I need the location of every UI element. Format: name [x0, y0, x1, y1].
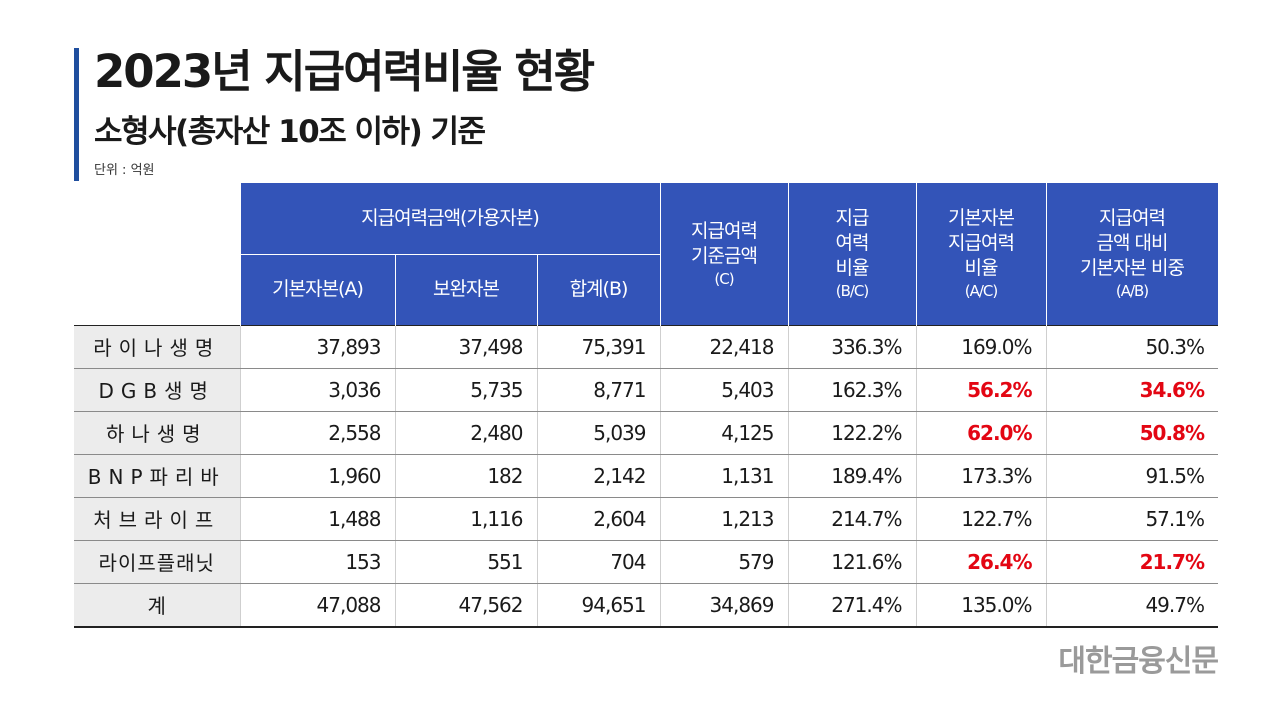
basic-ratio-value: 173.3% — [915, 454, 1046, 498]
basic-ratio-value: 26.4% — [915, 540, 1046, 584]
table-row: BNP파리바 1,960 182 2,142 1,131 189.4% 173.… — [74, 454, 1218, 498]
header-share-line1: 지급여력 — [1099, 207, 1166, 230]
header-share-sub: (A/B) — [1115, 282, 1149, 301]
table-row-total: 계 47,088 47,562 94,651 34,869 271.4% 135… — [74, 583, 1218, 628]
header-available-capital: 지급여력금액(가용자본) — [239, 183, 661, 254]
basic-share-value: 21.7% — [1045, 540, 1218, 584]
company-name: DGB생명 — [74, 368, 240, 412]
supplementary-capital-value: 551 — [394, 540, 537, 584]
required-amount-value: 4,125 — [659, 411, 788, 455]
header-basic-capital: 기본자본(A) — [239, 253, 396, 325]
header-required-sub: (C) — [714, 269, 734, 288]
total-label: 계 — [74, 583, 240, 628]
basic-share-value: 50.8% — [1045, 411, 1218, 455]
solvency-ratio-value: 214.7% — [787, 497, 916, 541]
solvency-ratio-value: 189.4% — [787, 454, 916, 498]
solvency-ratio-value: 336.3% — [787, 324, 916, 369]
basic-share-value: 50.3% — [1045, 324, 1218, 369]
title-accent-bar — [74, 48, 79, 181]
basic-capital-value: 37,893 — [239, 324, 395, 369]
supplementary-capital-value: 2,480 — [394, 411, 537, 455]
basic-capital-value: 2,558 — [239, 411, 395, 455]
table-row: 라이프플래닛 153 551 704 579 121.6% 26.4% 21.7… — [74, 540, 1218, 584]
required-amount-value: 1,213 — [659, 497, 788, 541]
basic-ratio-value: 169.0% — [915, 324, 1046, 369]
basic-capital-value: 3,036 — [239, 368, 395, 412]
corner-cell — [74, 183, 241, 325]
company-name: 하나생명 — [74, 411, 240, 455]
supplementary-capital-value: 37,498 — [394, 324, 537, 369]
basic-ratio-value: 135.0% — [915, 583, 1046, 628]
solvency-ratio-value: 121.6% — [787, 540, 916, 584]
solvency-ratio-value: 271.4% — [787, 583, 916, 628]
basic-share-value: 49.7% — [1045, 583, 1218, 628]
header-solvency-ratio: 지급 여력 비율 (B/C) — [787, 183, 917, 325]
basic-capital-value: 153 — [239, 540, 395, 584]
total-value: 2,604 — [536, 497, 660, 541]
solvency-ratio-value: 162.3% — [787, 368, 916, 412]
basic-capital-value: 1,960 — [239, 454, 395, 498]
basic-share-value: 57.1% — [1045, 497, 1218, 541]
publisher-logo: 대한금융신문 — [1058, 644, 1219, 679]
solvency-table: 지급여력금액(가용자본) 지급여력 기준금액 (C) 지급 여력 비율 (B/C… — [74, 183, 1219, 628]
header-ratio-line3: 비율 — [835, 257, 870, 280]
header-basic-capital-ratio: 기본자본 지급여력 비율 (A/C) — [915, 183, 1047, 325]
basic-ratio-value: 122.7% — [915, 497, 1046, 541]
page-subtitle: 소형사(총자산 10조 이하) 기준 — [94, 114, 486, 150]
header-required-amount: 지급여력 기준금액 (C) — [659, 183, 789, 325]
required-amount-value: 579 — [659, 540, 788, 584]
header-basic-capital-share: 지급여력 금액 대비 기본자본 비중 (A/B) — [1045, 183, 1219, 325]
header-ratio-sub: (B/C) — [835, 282, 870, 301]
supplementary-capital-value: 182 — [394, 454, 537, 498]
unit-note: 단위 : 억원 — [94, 163, 155, 178]
header-ratio-line2: 여력 — [835, 232, 870, 255]
basic-ratio-value: 62.0% — [915, 411, 1046, 455]
supplementary-capital-value: 1,116 — [394, 497, 537, 541]
header-basic-ratio-line1: 기본자본 — [948, 207, 1015, 230]
header-basic-ratio-line3: 비율 — [964, 257, 999, 280]
company-name: BNP파리바 — [74, 454, 240, 498]
required-amount-value: 1,131 — [659, 454, 788, 498]
total-value: 75,391 — [536, 324, 660, 369]
total-value: 5,039 — [536, 411, 660, 455]
supplementary-capital-value: 5,735 — [394, 368, 537, 412]
header-basic-ratio-line2: 지급여력 — [948, 232, 1015, 255]
table-row: 라이나생명 37,893 37,498 75,391 22,418 336.3%… — [74, 324, 1218, 369]
basic-share-value: 91.5% — [1045, 454, 1218, 498]
company-name: 처브라이프 — [74, 497, 240, 541]
total-value: 2,142 — [536, 454, 660, 498]
total-value: 704 — [536, 540, 660, 584]
page-title: 2023년 지급여력비율 현황 — [94, 45, 595, 98]
basic-share-value: 34.6% — [1045, 368, 1218, 412]
total-value: 8,771 — [536, 368, 660, 412]
header-required-line1: 지급여력 — [691, 219, 758, 242]
header-ratio-line1: 지급 — [835, 207, 870, 230]
company-name: 라이프플래닛 — [74, 540, 240, 584]
required-amount-value: 5,403 — [659, 368, 788, 412]
header-basic-ratio-sub: (A/C) — [964, 282, 999, 301]
total-value: 94,651 — [536, 583, 660, 628]
header-supplementary-capital: 보완자본 — [394, 253, 538, 325]
supplementary-capital-value: 47,562 — [394, 583, 537, 628]
header-total: 합계(B) — [536, 253, 661, 325]
company-name: 라이나생명 — [74, 324, 240, 369]
table-row: DGB생명 3,036 5,735 8,771 5,403 162.3% 56.… — [74, 368, 1218, 412]
required-amount-value: 22,418 — [659, 324, 788, 369]
basic-capital-value: 47,088 — [239, 583, 395, 628]
basic-capital-value: 1,488 — [239, 497, 395, 541]
header-share-line2: 금액 대비 — [1096, 232, 1169, 255]
solvency-ratio-value: 122.2% — [787, 411, 916, 455]
table-row: 처브라이프 1,488 1,116 2,604 1,213 214.7% 122… — [74, 497, 1218, 541]
required-amount-value: 34,869 — [659, 583, 788, 628]
header-share-line3: 기본자본 비중 — [1080, 257, 1185, 280]
table-row: 하나생명 2,558 2,480 5,039 4,125 122.2% 62.0… — [74, 411, 1218, 455]
basic-ratio-value: 56.2% — [915, 368, 1046, 412]
header-required-line2: 기준금액 — [691, 244, 758, 267]
